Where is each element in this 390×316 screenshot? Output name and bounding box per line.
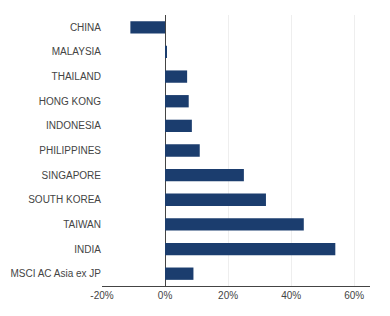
svg-text:INDONESIA: INDONESIA xyxy=(46,120,101,131)
svg-text:-20%: -20% xyxy=(90,290,113,301)
svg-text:THAILAND: THAILAND xyxy=(52,71,101,82)
svg-text:INDIA: INDIA xyxy=(74,244,101,255)
svg-text:20%: 20% xyxy=(218,290,238,301)
svg-text:HONG KONG: HONG KONG xyxy=(39,96,101,107)
svg-text:0%: 0% xyxy=(158,290,173,301)
svg-text:MALAYSIA: MALAYSIA xyxy=(52,46,102,57)
svg-text:40%: 40% xyxy=(281,290,301,301)
svg-text:PHILIPPINES: PHILIPPINES xyxy=(39,145,101,156)
svg-text:SINGAPORE: SINGAPORE xyxy=(42,170,102,181)
svg-text:CHINA: CHINA xyxy=(70,22,101,33)
svg-text:SOUTH KOREA: SOUTH KOREA xyxy=(28,194,101,205)
svg-text:TAIWAN: TAIWAN xyxy=(63,219,101,230)
svg-text:60%: 60% xyxy=(344,290,364,301)
svg-text:MSCI AC Asia ex JP: MSCI AC Asia ex JP xyxy=(10,268,101,279)
